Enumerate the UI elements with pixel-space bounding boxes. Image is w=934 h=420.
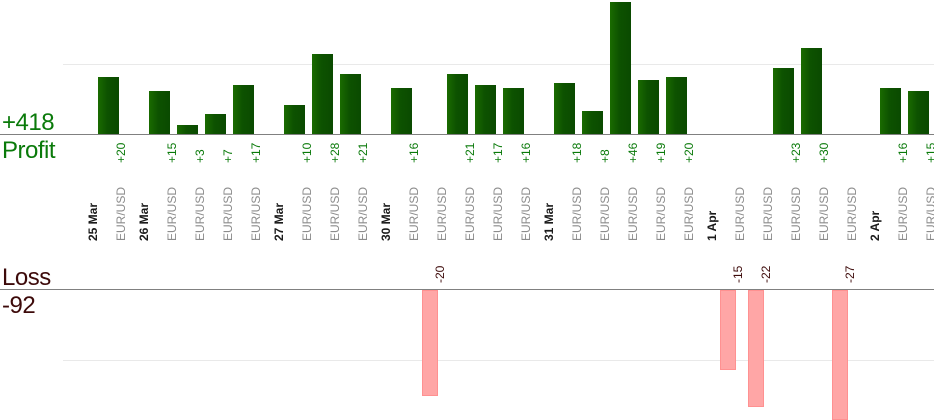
instrument-label: EUR/USD (114, 186, 128, 241)
instrument-label: EUR/USD (845, 186, 859, 241)
profit-total-label: +418 (2, 109, 55, 136)
instrument-label: EUR/USD (165, 186, 179, 241)
profit-bar[interactable] (880, 88, 901, 134)
profit-bar[interactable] (554, 82, 575, 134)
profit-value-label: +20 (682, 142, 696, 163)
profit-bar[interactable] (149, 91, 170, 134)
profit-axis-label: Profit (2, 137, 56, 164)
loss-bar[interactable] (747, 290, 764, 407)
profit-bar[interactable] (233, 85, 254, 134)
loss-bar[interactable] (719, 290, 736, 370)
profit-bar[interactable] (773, 68, 794, 134)
profit-bar[interactable] (801, 48, 822, 134)
profit-bar[interactable] (447, 73, 468, 134)
profit-bar[interactable] (312, 53, 333, 134)
loss-bar[interactable] (421, 290, 438, 396)
instrument-label: EUR/USD (519, 186, 533, 241)
date-group-label: 27 Mar (272, 202, 286, 241)
profit-value-label: +21 (356, 142, 370, 163)
instrument-label: EUR/USD (598, 186, 612, 241)
date-group-label: 1 Apr (705, 210, 719, 241)
instrument-label: EUR/USD (491, 186, 505, 241)
profit-value-label: +10 (300, 142, 314, 163)
profit-value-label: +21 (463, 142, 477, 163)
date-group-label: 30 Mar (379, 202, 393, 241)
profit-value-label: +30 (817, 142, 831, 163)
loss-total-label: -92 (2, 292, 36, 319)
profit-value-label: +15 (165, 142, 179, 163)
loss-value-label: -22 (759, 265, 773, 283)
instrument-label: EUR/USD (733, 186, 747, 241)
instrument-label: EUR/USD (249, 186, 263, 241)
profit-value-label: +19 (654, 142, 668, 163)
profit-value-label: +16 (519, 142, 533, 163)
profit-value-label: +28 (328, 142, 342, 163)
profit-value-label: +16 (407, 142, 421, 163)
instrument-label: EUR/USD (654, 186, 668, 241)
date-group-label: 31 Mar (542, 202, 556, 241)
date-group-label: 26 Mar (137, 202, 151, 241)
profit-bar[interactable] (666, 76, 687, 134)
instrument-label: EUR/USD (300, 186, 314, 241)
profit-value-label: +18 (570, 142, 584, 163)
instrument-label: EUR/USD (896, 186, 910, 241)
profit-value-label: +23 (789, 142, 803, 163)
instrument-label: EUR/USD (761, 186, 775, 241)
profit-value-label: +7 (221, 149, 235, 163)
profit-bar[interactable] (908, 91, 929, 134)
loss-value-label: -15 (731, 265, 745, 283)
instrument-label: EUR/USD (221, 186, 235, 241)
profit-value-label: +17 (249, 142, 263, 163)
profit-bar[interactable] (205, 113, 226, 134)
loss-gridline (63, 360, 934, 361)
profit-value-label: +46 (626, 142, 640, 163)
instrument-label: EUR/USD (924, 186, 934, 241)
loss-bar[interactable] (831, 290, 848, 420)
profit-bar[interactable] (503, 88, 524, 134)
date-group-label: 2 Apr (868, 210, 882, 241)
instrument-label: EUR/USD (570, 186, 584, 241)
profit-value-label: +15 (924, 142, 934, 163)
instrument-label: EUR/USD (817, 186, 831, 241)
profit-value-label: +8 (598, 149, 612, 163)
profit-gridline (63, 64, 934, 65)
instrument-label: EUR/USD (407, 186, 421, 241)
profit-bar[interactable] (177, 125, 198, 134)
instrument-label: EUR/USD (463, 186, 477, 241)
date-group-label: 25 Mar (86, 202, 100, 241)
profit-bar[interactable] (98, 76, 119, 134)
profit-value-label: +3 (193, 149, 207, 163)
loss-value-label: -27 (843, 265, 857, 283)
loss-baseline (0, 289, 934, 290)
instrument-label: EUR/USD (435, 186, 449, 241)
profit-value-label: +17 (491, 142, 505, 163)
instrument-label: EUR/USD (682, 186, 696, 241)
profit-value-label: +16 (896, 142, 910, 163)
profit-bar[interactable] (391, 88, 412, 134)
loss-axis-label: Loss (2, 264, 51, 291)
profit-bar[interactable] (610, 2, 631, 134)
profit-value-label: +20 (114, 142, 128, 163)
instrument-label: EUR/USD (789, 186, 803, 241)
profit-bar[interactable] (582, 111, 603, 134)
profit-bar[interactable] (638, 79, 659, 134)
instrument-label: EUR/USD (356, 186, 370, 241)
loss-value-label: -20 (433, 265, 447, 283)
instrument-label: EUR/USD (328, 186, 342, 241)
instrument-label: EUR/USD (193, 186, 207, 241)
instrument-label: EUR/USD (626, 186, 640, 241)
profit-bar[interactable] (340, 73, 361, 134)
profit-bar[interactable] (284, 105, 305, 134)
profit-bar[interactable] (475, 85, 496, 134)
profit-baseline (0, 134, 934, 135)
